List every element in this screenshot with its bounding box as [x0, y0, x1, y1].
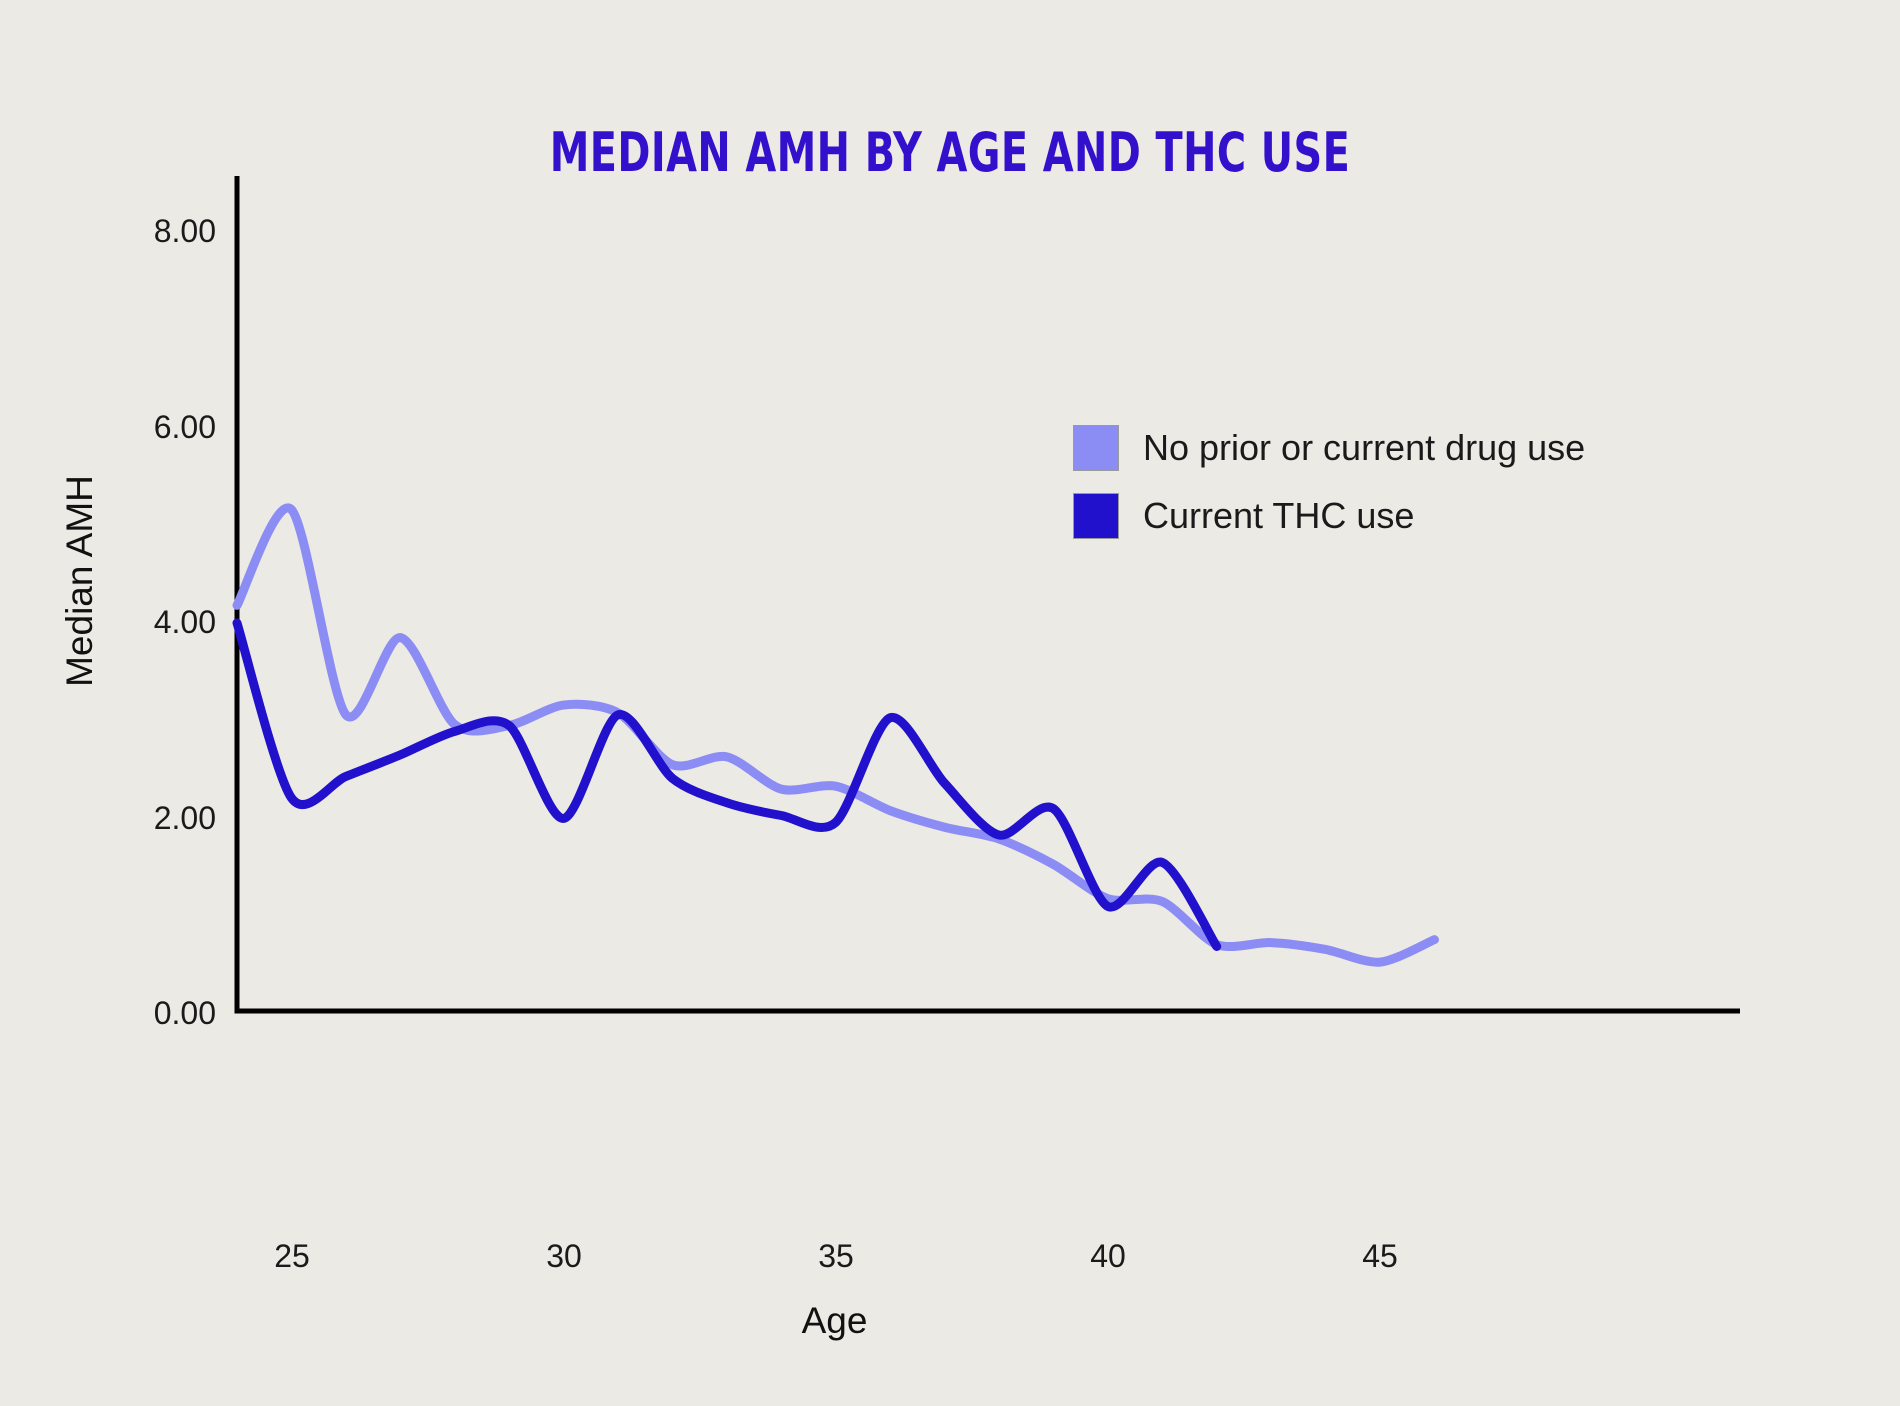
x-tick-label-0: 25 — [274, 1238, 310, 1274]
y-tick-label-4: 8.00 — [153, 213, 216, 249]
x-tick-label-1: 30 — [546, 1238, 582, 1274]
legend-swatch-icon-0 — [1073, 425, 1119, 471]
legend-item-current-thc-use[interactable]: Current THC use — [1073, 487, 1585, 545]
y-tick-label-2: 4.00 — [153, 604, 216, 640]
axis-spines — [234, 176, 1740, 1014]
series-line-no-drug-use — [232, 503, 1439, 967]
legend-label-1: Current THC use — [1143, 495, 1415, 536]
y-tick-label-3: 6.00 — [153, 409, 216, 445]
y-tick-label-0: 0.00 — [153, 995, 216, 1031]
legend-item-no-drug-use[interactable]: No prior or current drug use — [1073, 419, 1585, 477]
page-title: MEDIAN AMH BY AGE AND THC USE — [549, 121, 1351, 184]
x-tick-label-2: 35 — [818, 1238, 854, 1274]
y-tick-label-1: 2.00 — [153, 800, 216, 836]
legend-label-0: No prior or current drug use — [1143, 427, 1586, 468]
chart-legend: No prior or current drug use Current THC… — [1073, 419, 1585, 555]
legend-swatch-icon-1 — [1073, 493, 1119, 539]
series-line-current-thc-use — [232, 618, 1222, 951]
x-tick-label-4: 45 — [1362, 1238, 1398, 1274]
x-axis-title: Age — [801, 1300, 868, 1341]
x-tick-label-3: 40 — [1090, 1238, 1126, 1274]
